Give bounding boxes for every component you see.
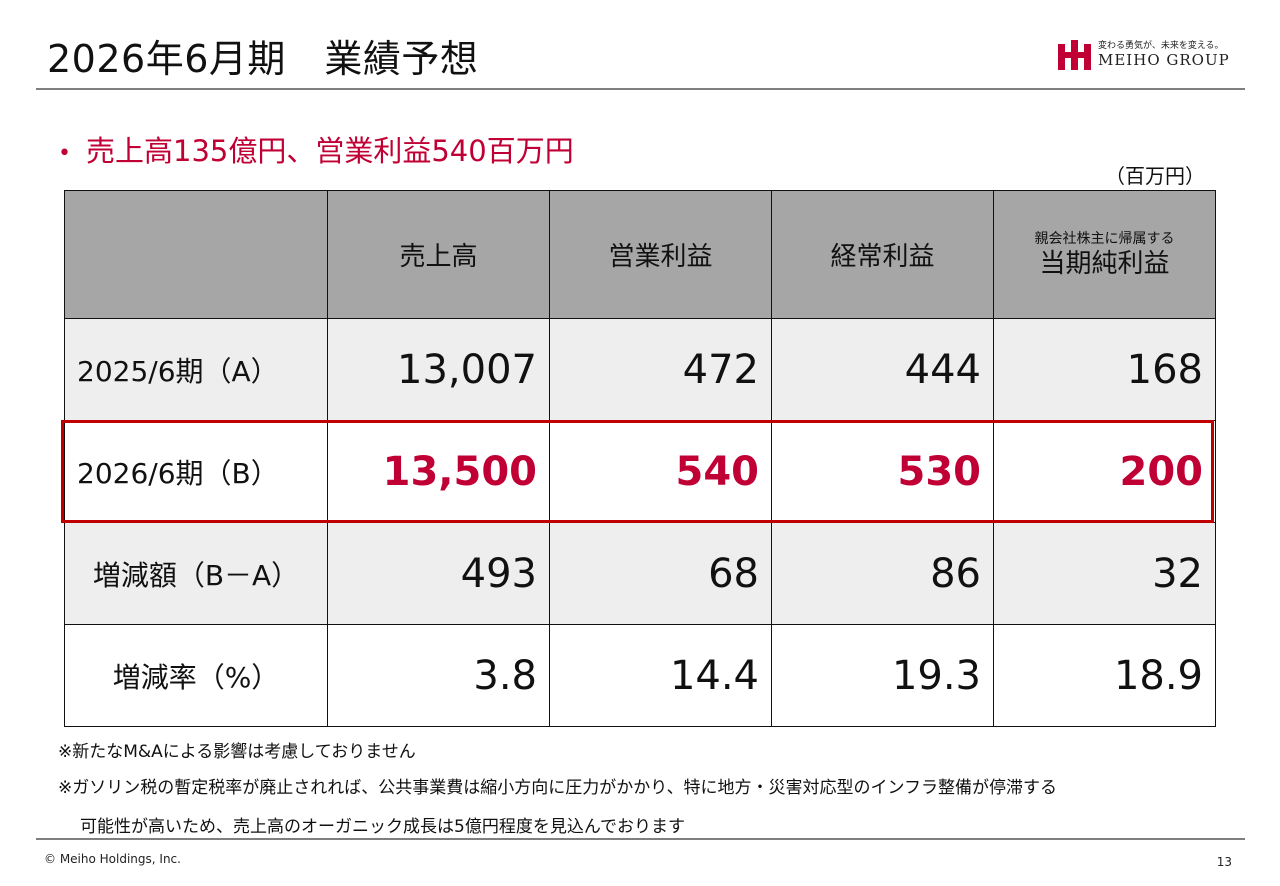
table-cell: 19.3 [771, 624, 994, 727]
footnote: ※ガソリン税の暫定税率が廃止されれば、公共事業費は縮小方向に圧力がかかり、特に地… [58, 778, 1058, 798]
company-logo: 変わる勇気が、未来を変える。 MEIHO GROUP [1058, 38, 1240, 72]
table-cell: 18.9 [993, 624, 1216, 727]
footnote: ※新たなM&Aによる影響は考慮しておりません [58, 742, 416, 762]
bullet-icon: • [58, 140, 71, 166]
header-divider [36, 88, 1245, 90]
header-corner [64, 190, 328, 319]
headline: • 売上高135億円、営業利益540百万円 [58, 128, 574, 170]
table-cell: 68 [549, 522, 772, 625]
footnote-continuation: 可能性が高いため、売上高のオーガニック成長は5億円程度を見込んでおります [80, 817, 685, 837]
table-cell: 444 [771, 318, 994, 421]
header-net-income: 親会社株主に帰属する 当期純利益 [993, 190, 1216, 319]
table-cell: 32 [993, 522, 1216, 625]
header-net-income-label: 当期純利益 [1039, 248, 1170, 279]
table-row: 増減率（%） 3.8 14.4 19.3 18.9 [64, 624, 1216, 727]
page-title: 2026年6月期 業績予想 [47, 37, 479, 81]
header-ordinary-profit: 経常利益 [771, 190, 994, 319]
table-row: 2025/6期（A） 13,007 472 444 168 [64, 318, 1216, 421]
header-net-income-note: 親会社株主に帰属する [1034, 230, 1175, 247]
table-cell: 86 [771, 522, 994, 625]
footer-divider [36, 838, 1245, 840]
row-label: 増減率（%） [64, 624, 328, 727]
table-cell: 493 [327, 522, 550, 625]
forecast-table: 売上高 営業利益 経常利益 親会社株主に帰属する 当期純利益 2025/6期（A… [64, 190, 1216, 727]
table-cell: 540 [549, 420, 772, 523]
table-cell: 200 [993, 420, 1216, 523]
table-cell: 472 [549, 318, 772, 421]
table-cell: 530 [771, 420, 994, 523]
row-label: 2025/6期（A） [64, 318, 328, 421]
header-sales: 売上高 [327, 190, 550, 319]
unit-label: （百万円） [1105, 164, 1205, 188]
headline-text: 売上高135億円、営業利益540百万円 [86, 134, 574, 168]
table-cell: 168 [993, 318, 1216, 421]
row-label: 増減額（B－A） [64, 522, 328, 625]
header-operating-profit: 営業利益 [549, 190, 772, 319]
table-cell: 13,007 [327, 318, 550, 421]
meiho-logo-icon [1058, 40, 1091, 70]
logo-tagline: 変わる勇気が、未来を変える。 [1098, 41, 1224, 51]
table-cell: 13,500 [327, 420, 550, 523]
page-number: 13 [1216, 855, 1232, 869]
table-cell: 14.4 [549, 624, 772, 727]
table-header-row: 売上高 営業利益 経常利益 親会社株主に帰属する 当期純利益 [64, 190, 1216, 319]
table-row-highlighted: 2026/6期（B） 13,500 540 530 200 [64, 420, 1216, 523]
copyright: © Meiho Holdings, Inc. [44, 852, 181, 866]
logo-name: MEIHO GROUP [1098, 51, 1230, 69]
table-cell: 3.8 [327, 624, 550, 727]
table-row: 増減額（B－A） 493 68 86 32 [64, 522, 1216, 625]
row-label: 2026/6期（B） [64, 420, 328, 523]
